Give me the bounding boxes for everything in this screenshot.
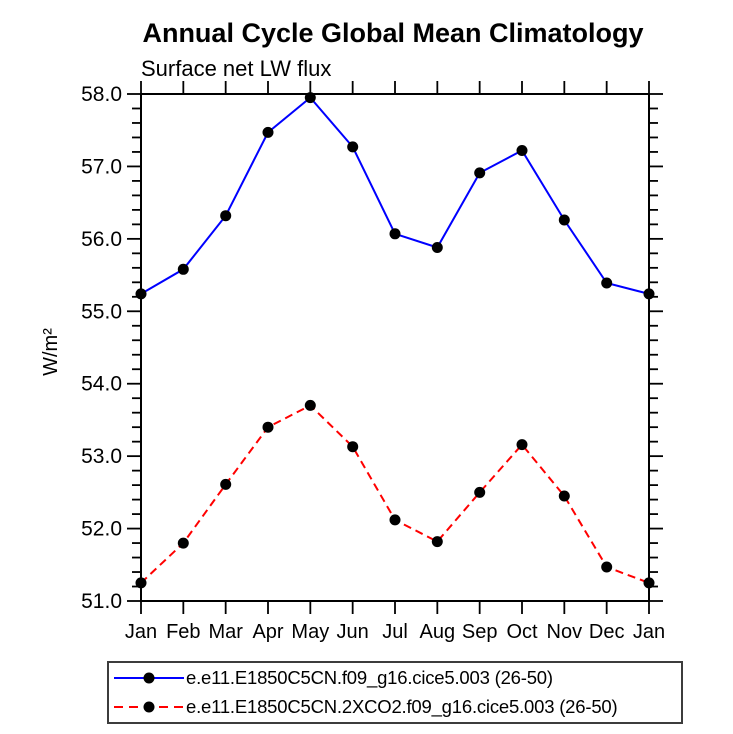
data-point [431,536,443,548]
data-point [643,577,655,589]
x-tick-label: Oct [506,621,538,643]
data-point [347,441,359,453]
chart-title: Annual Cycle Global Mean Climatology [142,18,643,48]
y-tick-label: 51.0 [81,590,122,613]
x-tick-label: Aug [420,621,456,643]
x-tick-label: Sep [462,621,498,643]
x-tick-label: Dec [589,621,625,643]
data-series [135,92,655,589]
y-axis-label: W/m² [40,328,62,376]
data-point [220,478,232,490]
data-point [474,486,486,498]
legend-line-sample-solid [114,672,184,684]
data-point [643,288,655,300]
data-point [601,561,613,573]
data-point [135,577,147,589]
data-point [474,167,486,179]
legend: e.e11.E1850C5CN.f09_g16.cice5.003 (26-50… [107,661,683,724]
y-tick-label: 54.0 [81,373,122,396]
x-tick-label: Jun [337,621,369,643]
data-point [558,214,570,226]
data-point [220,210,232,222]
legend-label-2xco2: e.e11.E1850C5CN.2XCO2.f09_g16.cice5.003 … [186,696,618,717]
data-point [262,421,274,433]
x-tick-label: Jan [633,621,665,643]
y-tick-label: 58.0 [81,83,122,106]
series-line-1 [140,404,650,584]
data-point [431,242,443,253]
y-tick-label: 55.0 [81,300,122,323]
data-point [558,490,570,502]
data-point [389,514,401,526]
data-point [304,399,316,411]
y-tick-label: 57.0 [81,155,122,178]
x-tick-label: Feb [166,621,200,643]
x-tick-label: Jan [125,621,157,643]
legend-item-2xco2: e.e11.E1850C5CN.2XCO2.f09_g16.cice5.003 … [109,693,681,721]
x-tick-label: May [291,621,329,643]
data-point [304,92,316,104]
x-tick-label: Jul [382,621,408,643]
axes: 51.0 52.0 53.0 54.0 55.0 56.0 57.0 58.0 Jan Feb Ma… [81,81,665,643]
y-tick-label: 52.0 [81,518,122,541]
data-point [389,228,401,240]
series-line-0 [140,96,650,295]
legend-label-control: e.e11.E1850C5CN.f09_g16.cice5.003 (26-50… [186,667,553,688]
data-point [601,277,613,289]
x-tick-label: Apr [252,621,283,643]
x-tick-label: Mar [208,621,243,643]
data-point [177,537,189,549]
data-point [177,263,189,275]
legend-line-sample-dashed [114,701,184,713]
data-point [516,439,528,451]
data-point [516,145,528,156]
data-point [262,126,274,138]
chart-subtitle: Surface net LW flux [141,56,331,81]
legend-marker-dot [143,701,155,713]
data-point [347,141,359,153]
legend-item-control: e.e11.E1850C5CN.f09_g16.cice5.003 (26-50… [109,664,681,692]
y-tick-label: 56.0 [81,228,122,251]
line-chart: Annual Cycle Global Mean Climatology Sur… [40,18,665,643]
y-tick-label: 53.0 [81,445,122,468]
x-tick-label: Nov [547,621,583,643]
data-point [135,288,147,300]
legend-marker-dot [143,672,155,684]
